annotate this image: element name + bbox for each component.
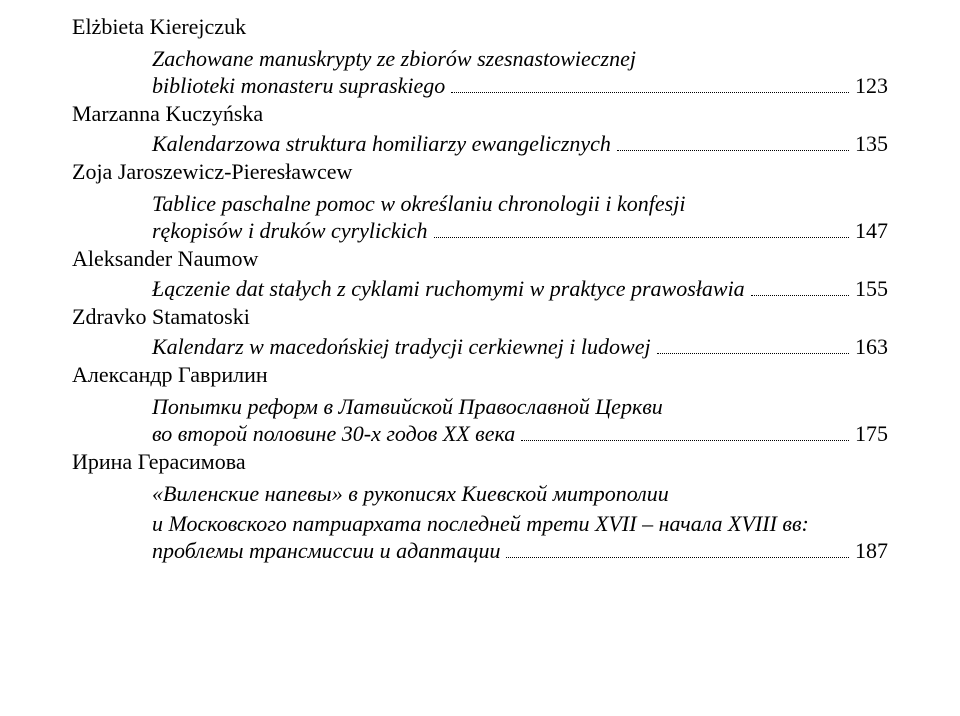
toc-entry: Zdravko StamatoskiKalendarz w macedoński…: [72, 302, 888, 360]
toc-author: Marzanna Kuczyńska: [72, 99, 888, 129]
leader-dots: [751, 282, 849, 296]
toc-title-last: во второй половине 30-х годов XX века: [152, 421, 515, 447]
toc-title-last: Kalendarzowa struktura homiliarzy ewange…: [152, 131, 611, 157]
toc-author: Ирина Герасимова: [72, 447, 888, 477]
toc-title-block: Попытки реформ в Латвийской Православной…: [72, 392, 888, 448]
toc-title-line: «Виленские напевы» в рукописях Киевской …: [152, 479, 888, 509]
toc-title-line: и Московского патриархата последней трет…: [152, 509, 888, 539]
toc-page-number: 147: [855, 218, 888, 244]
toc-page-number: 123: [855, 73, 888, 99]
toc-author: Александр Гаврилин: [72, 360, 888, 390]
toc-title-block: Łączenie dat stałych z cyklami ruchomymi…: [72, 276, 888, 302]
toc-entry: Elżbieta KierejczukZachowane manuskrypty…: [72, 12, 888, 99]
toc-entry: Marzanna KuczyńskaKalendarzowa struktura…: [72, 99, 888, 157]
toc-author: Aleksander Naumow: [72, 244, 888, 274]
toc-page-number: 187: [855, 538, 888, 564]
toc-title-line: Zachowane manuskrypty ze zbiorów szesnas…: [152, 44, 888, 74]
leader-dots: [434, 225, 849, 239]
toc-title-last: проблемы трансмиссии и адаптации: [152, 538, 500, 564]
leader-dots: [657, 340, 849, 354]
leader-dots: [451, 80, 849, 94]
toc-title-block: Tablice paschalne pomoc w określaniu chr…: [72, 189, 888, 245]
toc-last-row: rękopisów i druków cyrylickich 147: [152, 218, 888, 244]
toc-title-last: biblioteki monasteru supraskiego: [152, 73, 445, 99]
toc-page-number: 135: [855, 131, 888, 157]
toc-title-last: Kalendarz w macedońskiej tradycji cerkie…: [152, 334, 651, 360]
toc-entry: Ирина Герасимова«Виленские напевы» в рук…: [72, 447, 888, 564]
toc-title-line: Tablice paschalne pomoc w określaniu chr…: [152, 189, 888, 219]
toc-author: Zoja Jaroszewicz-Pieresławcew: [72, 157, 888, 187]
table-of-contents: Elżbieta KierejczukZachowane manuskrypty…: [72, 12, 888, 564]
toc-last-row: проблемы трансмиссии и адаптации 187: [152, 538, 888, 564]
toc-author: Zdravko Stamatoski: [72, 302, 888, 332]
leader-dots: [617, 137, 849, 151]
toc-entry: Zoja Jaroszewicz-PieresławcewTablice pas…: [72, 157, 888, 244]
toc-page-number: 163: [855, 334, 888, 360]
toc-last-row: Kalendarz w macedońskiej tradycji cerkie…: [152, 334, 888, 360]
toc-title-block: Kalendarz w macedońskiej tradycji cerkie…: [72, 334, 888, 360]
leader-dots: [521, 427, 849, 441]
toc-author: Elżbieta Kierejczuk: [72, 12, 888, 42]
toc-last-row: biblioteki monasteru supraskiego 123: [152, 73, 888, 99]
toc-title-line: Попытки реформ в Латвийской Православной…: [152, 392, 888, 422]
toc-page-number: 155: [855, 276, 888, 302]
toc-title-block: Kalendarzowa struktura homiliarzy ewange…: [72, 131, 888, 157]
toc-title-block: Zachowane manuskrypty ze zbiorów szesnas…: [72, 44, 888, 100]
leader-dots: [506, 544, 849, 558]
toc-entry: Александр ГаврилинПопытки реформ в Латви…: [72, 360, 888, 447]
toc-last-row: во второй половине 30-х годов XX века 175: [152, 421, 888, 447]
toc-last-row: Łączenie dat stałych z cyklami ruchomymi…: [152, 276, 888, 302]
toc-page-number: 175: [855, 421, 888, 447]
toc-last-row: Kalendarzowa struktura homiliarzy ewange…: [152, 131, 888, 157]
toc-title-last: Łączenie dat stałych z cyklami ruchomymi…: [152, 276, 745, 302]
toc-title-last: rękopisów i druków cyrylickich: [152, 218, 428, 244]
toc-title-block: «Виленские напевы» в рукописях Киевской …: [72, 479, 888, 564]
toc-entry: Aleksander NaumowŁączenie dat stałych z …: [72, 244, 888, 302]
